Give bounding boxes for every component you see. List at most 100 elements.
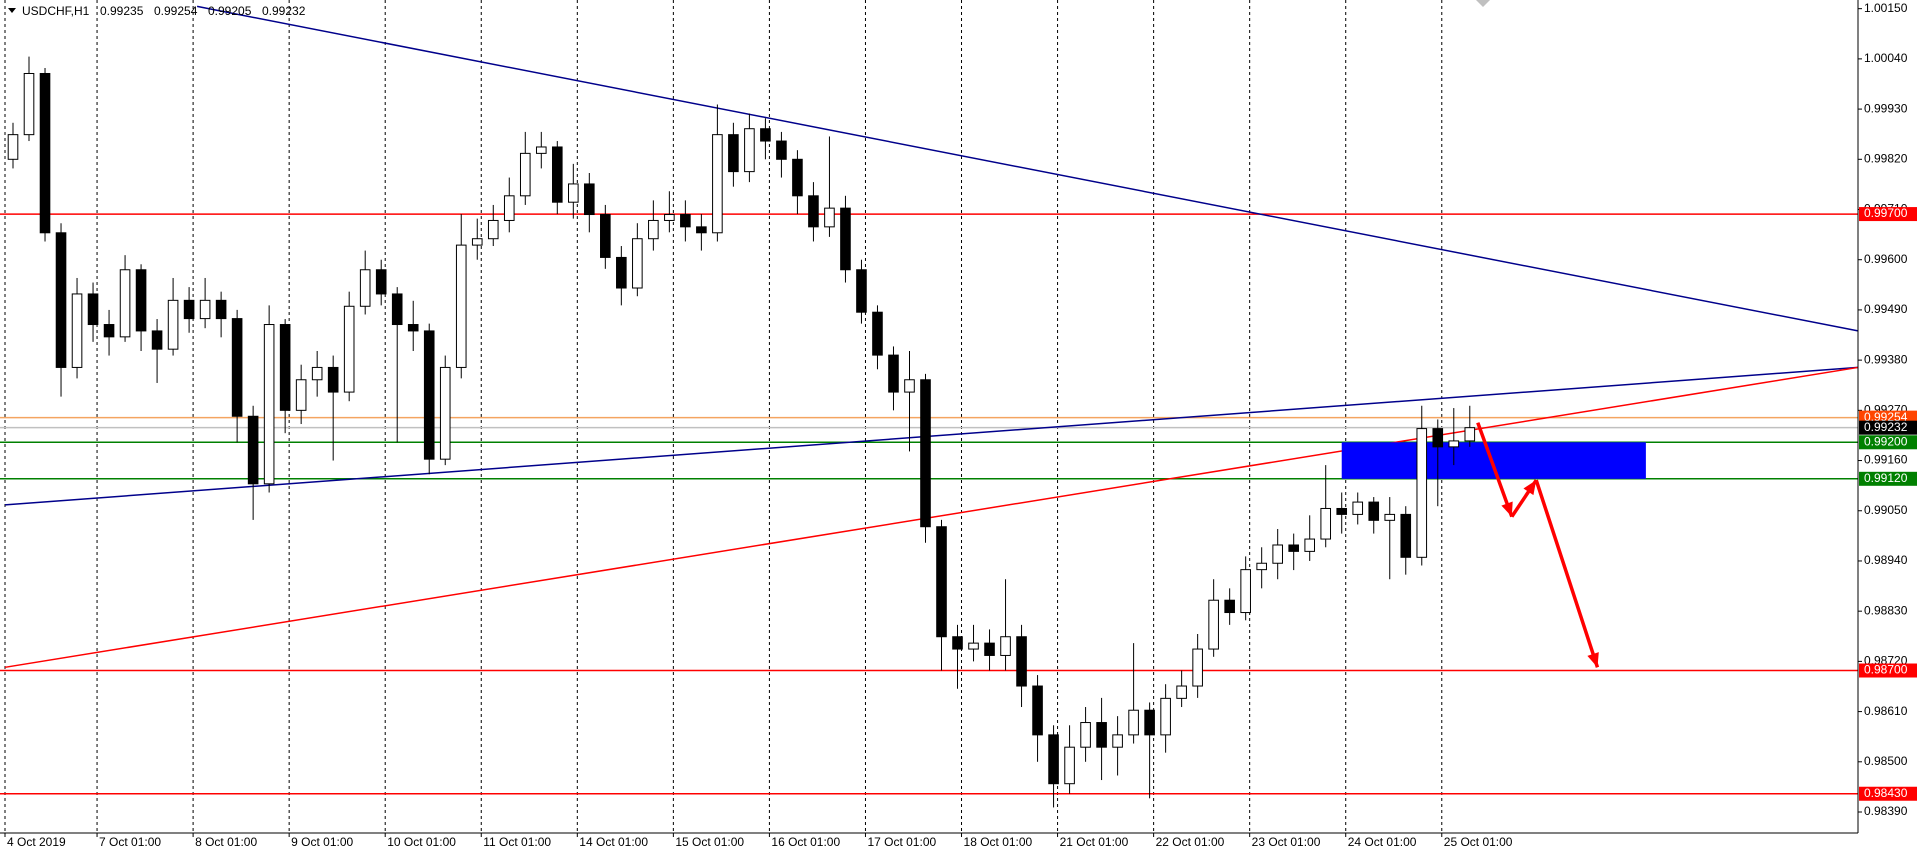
candle-body xyxy=(1160,697,1171,736)
candle-body xyxy=(1288,544,1299,552)
candle-body xyxy=(535,146,547,154)
shift-marker xyxy=(1476,0,1490,7)
candle-body xyxy=(1464,427,1476,442)
candle-body xyxy=(1096,722,1107,748)
arrow-head xyxy=(1523,480,1537,496)
candle-body xyxy=(423,330,435,460)
candle-body xyxy=(215,299,227,320)
x-tick-label: 23 Oct 01:00 xyxy=(1252,835,1321,849)
candle-body xyxy=(856,269,867,313)
x-tick-label: 7 Oct 01:00 xyxy=(99,835,161,849)
price-level-tag xyxy=(1859,207,1917,222)
candle-body xyxy=(1272,544,1283,564)
candle-body xyxy=(1144,709,1155,736)
arrow xyxy=(1534,479,1600,668)
x-tick-label: 8 Oct 01:00 xyxy=(195,835,257,849)
candle-body xyxy=(151,330,163,350)
x-tick-label: 24 Oct 01:00 xyxy=(1348,835,1417,849)
candle-body xyxy=(1416,428,1428,558)
y-tick-label: 1.00150 xyxy=(1864,1,1908,15)
x-tick-label: 21 Oct 01:00 xyxy=(1060,835,1129,849)
candle-body xyxy=(792,158,803,197)
candle-body xyxy=(311,366,323,381)
candle-body xyxy=(119,269,131,338)
candle-body xyxy=(1176,685,1187,699)
price-level-label: 0.99700 xyxy=(1864,206,1908,220)
x-tick-label: 16 Oct 01:00 xyxy=(771,835,840,849)
candle-layer xyxy=(7,56,1476,808)
candle-body xyxy=(984,642,995,656)
candle-body xyxy=(1064,746,1075,785)
candle-body xyxy=(1256,562,1267,571)
candle-body xyxy=(936,526,947,638)
candle-body xyxy=(7,134,19,160)
x-tick-label: 14 Oct 01:00 xyxy=(579,835,648,849)
candle-body xyxy=(1240,569,1251,614)
x-tick-label: 18 Oct 01:00 xyxy=(964,835,1033,849)
candle-body xyxy=(648,219,659,240)
candle-body xyxy=(1208,599,1219,650)
trendline xyxy=(4,366,1859,669)
candle-body xyxy=(135,269,147,332)
candle-body xyxy=(952,636,963,650)
candle-body xyxy=(584,183,595,216)
candle-body xyxy=(888,354,899,393)
y-tick-label: 0.98830 xyxy=(1864,603,1908,617)
candle-body xyxy=(1432,428,1444,448)
candle-body xyxy=(760,128,771,142)
candle-body xyxy=(1400,513,1412,558)
y-tick-label: 1.00040 xyxy=(1864,51,1908,65)
candle-body xyxy=(1336,507,1348,515)
candle-body xyxy=(1352,501,1364,515)
candle-body xyxy=(824,207,835,228)
price-level-label: 0.99232 xyxy=(1864,420,1908,434)
candle-body xyxy=(39,72,51,234)
candle-body xyxy=(728,134,739,173)
arrow xyxy=(1476,422,1514,518)
y-tick-label: 0.98610 xyxy=(1864,704,1908,718)
candle-body xyxy=(600,214,611,258)
candle-body xyxy=(1368,501,1380,521)
candle-body xyxy=(519,152,531,197)
x-tick-label: 11 Oct 01:00 xyxy=(483,835,551,849)
candle-body xyxy=(1000,636,1011,656)
symbol: USDCHF,H1 xyxy=(22,4,90,18)
candle-body xyxy=(263,324,275,485)
x-tick-label: 17 Oct 01:00 xyxy=(867,835,936,849)
candle-body xyxy=(199,299,211,320)
candle-body xyxy=(632,238,643,289)
arrow-head xyxy=(1587,652,1599,668)
candle-body xyxy=(1384,513,1396,521)
price-level-tag xyxy=(1859,663,1917,678)
candle-body xyxy=(1448,440,1460,448)
quote-value: 0.99254 xyxy=(154,4,198,18)
y-tick-label: 0.98500 xyxy=(1864,754,1908,768)
candle-body xyxy=(1016,636,1027,687)
candle-body xyxy=(359,269,371,307)
candle-body xyxy=(1048,734,1059,785)
candle-body xyxy=(279,324,291,411)
candle-body xyxy=(247,415,259,485)
x-tick-label: 4 Oct 2019 xyxy=(7,835,66,849)
candle-body xyxy=(295,379,307,411)
price-level-label: 0.99254 xyxy=(1864,410,1908,424)
candle-body xyxy=(1192,648,1203,687)
x-tick-label: 9 Oct 01:00 xyxy=(291,835,353,849)
candle-body xyxy=(616,256,627,289)
price-level-label: 0.99200 xyxy=(1864,434,1908,448)
zone xyxy=(1341,442,1646,479)
candle-body xyxy=(1320,507,1332,540)
menu-triangle[interactable] xyxy=(8,8,16,13)
candle-body xyxy=(1128,709,1139,736)
candle-body xyxy=(776,140,787,160)
candle-body xyxy=(455,244,467,368)
y-tick-label: 0.99380 xyxy=(1864,352,1908,366)
arrow-head xyxy=(1501,501,1513,517)
candle-body xyxy=(872,311,883,356)
price-level-label: 0.98430 xyxy=(1864,786,1908,800)
candle-body xyxy=(744,128,755,173)
